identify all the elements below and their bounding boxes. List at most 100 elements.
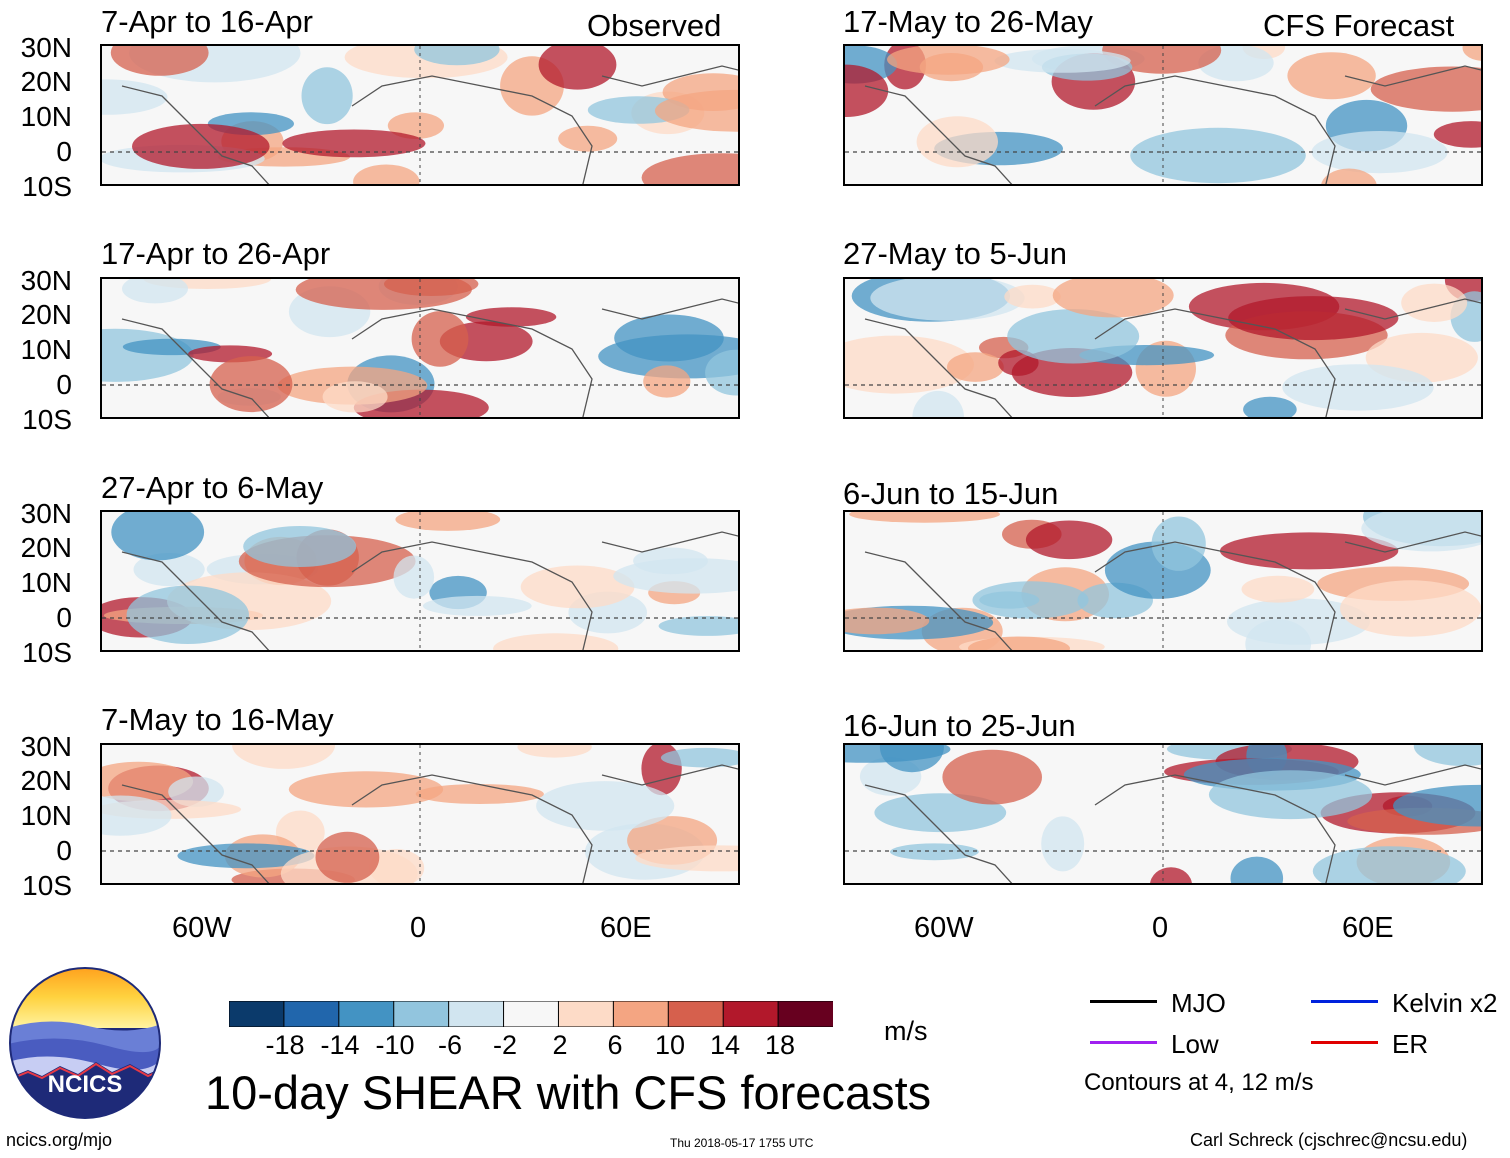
coastline (121, 551, 270, 650)
shear-anomaly-blob (1311, 131, 1448, 174)
shear-anomaly-blob (387, 112, 444, 139)
shear-anomaly-blob (1462, 46, 1481, 61)
shear-anomaly-blob (282, 129, 426, 158)
observed-header: Observed (587, 8, 722, 43)
colorbar-cell (722, 1000, 780, 1028)
coastline (601, 65, 738, 87)
legend-label-mjo: MJO (1171, 988, 1226, 1018)
colorbar-tick: -18 (265, 1030, 305, 1060)
shear-anomaly-blob (1433, 121, 1481, 148)
shear-anomaly-blob (912, 390, 964, 417)
lat-label: 20N (20, 299, 72, 330)
ncics-logo: NCICS (8, 966, 162, 1120)
lon-label: 60E (600, 912, 652, 944)
footer-timestamp: Thu 2018-05-17 1755 UTC (670, 1136, 814, 1150)
shear-anomaly-blob (890, 843, 979, 861)
colorbar (228, 1000, 835, 1028)
shear-anomaly-blob (916, 116, 998, 168)
shear-anomaly-blob (517, 745, 592, 758)
logo-text: NCICS (48, 1071, 123, 1098)
shear-anomaly-blob (102, 795, 172, 836)
shear-anomaly-blob (493, 633, 619, 650)
coastline (1344, 65, 1481, 87)
colorbar-tick: 6 (607, 1030, 623, 1060)
shear-anomaly-blob (1150, 867, 1192, 883)
shear-anomaly-blob (968, 636, 1070, 650)
shear-anomaly-blob (947, 352, 1004, 382)
lat-label: 0 (56, 835, 72, 866)
shear-anomaly-blob (102, 79, 168, 115)
shear-anomaly-blob (1370, 66, 1481, 112)
shear-anomaly-blob (643, 365, 691, 398)
coastline (1094, 308, 1336, 417)
colorbar-tick: 2 (552, 1030, 568, 1060)
colorbar-cell (777, 1000, 835, 1028)
coastline (1344, 531, 1481, 553)
shear-anomaly-blob (1401, 283, 1468, 322)
shear-anomaly-blob (1041, 816, 1085, 872)
footer-url: ncics.org/mjo (6, 1130, 113, 1150)
legend-line-low (1090, 1041, 1157, 1044)
coastline (1344, 298, 1481, 320)
lat-label: 20N (20, 532, 72, 563)
coastline (1344, 764, 1481, 786)
lat-label: 10N (20, 334, 72, 365)
lat-label: 10N (20, 800, 72, 831)
coastline (864, 784, 1013, 883)
colorbar-cell (448, 1000, 505, 1028)
colorbar-cell (338, 1000, 395, 1028)
coastline (1094, 774, 1336, 883)
colorbar-cell (283, 1000, 340, 1028)
shear-anomaly-blob (411, 311, 469, 367)
shear-anomaly-blob (243, 526, 357, 567)
lat-label: 20N (20, 66, 72, 97)
lat-label: 30N (20, 498, 72, 529)
shear-anomaly-blob (1025, 520, 1113, 560)
colorbar-tick: 18 (764, 1030, 796, 1060)
lon-label: 0 (410, 912, 427, 944)
panel-title: 27-Apr to 6-May (101, 470, 324, 505)
lat-label: 30N (20, 731, 72, 762)
shear-anomaly-blob (887, 46, 1010, 75)
shear-anomaly-blob (1230, 856, 1284, 883)
map-panel-observed-1 (100, 44, 740, 186)
shear-anomaly-blob (353, 164, 420, 184)
legend-label-er: ER (1392, 1029, 1429, 1059)
coastline (1094, 541, 1336, 650)
lon-label: 60W (914, 912, 974, 944)
shear-anomaly-blob (1130, 127, 1306, 184)
colorbar-cell (393, 1000, 450, 1028)
shear-anomaly-blob (942, 749, 1042, 805)
shear-anomaly-blob (1208, 770, 1373, 820)
coastline (864, 551, 1013, 650)
shear-anomaly-blob (849, 512, 1000, 523)
coastline (121, 318, 270, 417)
shear-anomaly-blob (1287, 52, 1376, 100)
colorbar-tick: -2 (492, 1030, 517, 1060)
lat-label: 30N (20, 265, 72, 296)
shear-anomaly-blob (879, 745, 944, 773)
lat-label: 0 (56, 602, 72, 633)
shear-anomaly-blob (845, 607, 930, 635)
map-panel-observed-2 (100, 277, 740, 419)
map-panel-forecast-3 (843, 510, 1483, 652)
colorbar-cell (557, 1000, 615, 1028)
coastline (601, 298, 738, 320)
shear-anomaly-blob (395, 512, 501, 531)
shear-anomaly-blob (660, 747, 738, 768)
panel-title: 6-Jun to 15-Jun (843, 476, 1059, 511)
shear-anomaly-blob (1282, 364, 1434, 411)
colorbar-cell (228, 1000, 285, 1028)
map-panel-forecast-4 (843, 743, 1483, 885)
forecast-header: CFS Forecast (1263, 8, 1455, 43)
panel-title: 17-May to 26-May (843, 4, 1093, 39)
coastline (351, 541, 593, 650)
coastline (1094, 75, 1336, 184)
coastline (864, 85, 1013, 184)
shear-anomaly-blob (1241, 575, 1315, 603)
lon-label: 0 (1152, 912, 1169, 944)
shear-anomaly-blob (1228, 296, 1399, 341)
colorbar-tick: -10 (375, 1030, 415, 1060)
footer-author: Carl Schreck (cjschrec@ncsu.edu) (1190, 1130, 1468, 1150)
shear-anomaly-blob (845, 335, 974, 394)
